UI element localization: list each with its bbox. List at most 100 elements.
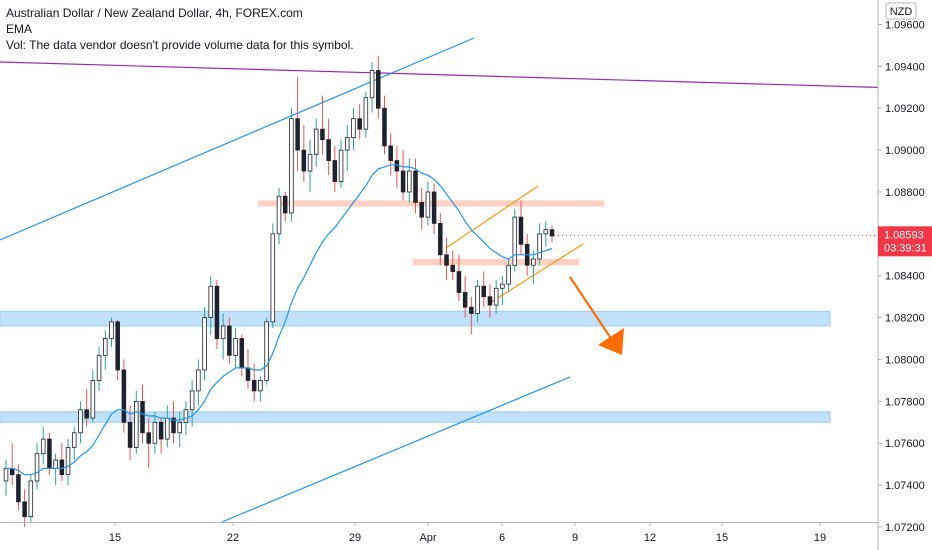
candle-body	[493, 287, 499, 306]
lower-trendline[interactable]	[221, 376, 571, 523]
candle-body	[320, 128, 325, 141]
support-zone[interactable]	[0, 411, 831, 423]
resistance-zone[interactable]	[258, 200, 604, 207]
channel-upper-line[interactable]	[445, 185, 539, 249]
candle	[270, 223, 276, 329]
candle	[419, 187, 424, 230]
candle	[158, 418, 164, 454]
candle-body	[400, 170, 406, 193]
candle-body	[183, 409, 189, 423]
candle	[444, 238, 449, 280]
forecast-arrow-line[interactable]	[569, 276, 613, 341]
candle-body	[307, 153, 313, 172]
last-price-tag	[878, 226, 932, 257]
channel-lower-line[interactable]	[489, 243, 584, 304]
candle	[3, 459, 9, 496]
candle-body	[196, 369, 201, 392]
candle	[208, 275, 214, 335]
forecast-arrow-head[interactable]	[598, 328, 624, 355]
candle	[438, 212, 443, 266]
candle	[282, 191, 288, 222]
candle	[214, 279, 220, 350]
candle-body	[127, 421, 133, 448]
candle-body	[338, 149, 344, 182]
candle-body	[326, 139, 331, 161]
ema-layer	[6, 164, 553, 476]
drawings-layer[interactable]	[0, 37, 932, 523]
candle	[363, 91, 369, 138]
candle	[320, 95, 325, 155]
candle	[202, 307, 207, 381]
candle	[313, 118, 319, 167]
candle-body	[487, 296, 493, 306]
candle-body	[96, 354, 102, 381]
price-tick-label: 1.07200	[885, 522, 925, 534]
upper-trendline[interactable]	[0, 37, 475, 241]
time-tick-label: 15	[109, 532, 121, 544]
candle-countdown-label: 03:39:31	[884, 242, 927, 254]
candle	[28, 474, 34, 523]
currency-badge[interactable]	[885, 2, 917, 20]
candle	[506, 258, 511, 293]
resistance-zone[interactable]	[413, 258, 579, 266]
candle-body	[177, 421, 182, 434]
candle-body	[289, 118, 294, 214]
ema-indicator-label[interactable]: EMA	[6, 22, 33, 36]
price-tick-label: 1.08400	[885, 271, 925, 283]
resistance-trendline[interactable]	[0, 61, 932, 90]
candle-body	[171, 417, 176, 434]
candle-body	[413, 170, 418, 203]
candle	[400, 150, 406, 201]
candle	[59, 443, 65, 481]
candle-body	[40, 438, 46, 455]
candle-body	[71, 432, 77, 448]
candle-body	[351, 118, 356, 138]
candle-body	[444, 254, 449, 266]
volume-indicator-label[interactable]: Vol: The data vendor doesn't provide vol…	[6, 38, 354, 52]
candle	[233, 328, 238, 368]
time-tick-label: 15	[716, 532, 728, 544]
candle	[22, 489, 27, 527]
chart-legend: Australian Dollar / New Zealand Dollar, …	[6, 5, 354, 53]
candle-body	[531, 258, 536, 266]
candle	[332, 145, 338, 192]
candle-body	[158, 421, 164, 440]
candle	[456, 254, 462, 301]
symbol-title[interactable]: Australian Dollar / New Zealand Dollar, …	[6, 6, 303, 20]
candle-body	[313, 128, 319, 155]
candle	[487, 284, 493, 318]
candle-body	[363, 97, 369, 130]
support-zone[interactable]	[0, 310, 831, 327]
candle-body	[456, 271, 462, 293]
candle-body	[53, 459, 58, 469]
candle-body	[152, 421, 158, 444]
candle-body	[537, 233, 542, 260]
candle	[96, 346, 102, 391]
candle-body	[140, 400, 145, 434]
candle	[171, 401, 176, 444]
candle	[9, 443, 15, 486]
zones-layer	[0, 200, 831, 423]
candle	[531, 250, 536, 285]
time-tick-label: 29	[349, 532, 361, 544]
candle	[394, 145, 400, 188]
candle-body	[109, 321, 114, 339]
candle-body	[431, 191, 437, 224]
ema-line	[6, 164, 553, 476]
candle	[90, 369, 96, 423]
candle-body	[438, 222, 443, 256]
candle	[78, 401, 83, 444]
candle-body	[369, 70, 375, 99]
candle-body	[500, 283, 505, 289]
candles-layer	[3, 55, 555, 527]
candle-body	[47, 438, 52, 469]
candle	[351, 108, 356, 151]
candle-body	[239, 338, 245, 369]
candle	[307, 139, 313, 192]
candle-body	[103, 338, 108, 356]
candle-body	[121, 369, 127, 423]
candle-body	[270, 233, 276, 323]
candle	[450, 250, 455, 280]
